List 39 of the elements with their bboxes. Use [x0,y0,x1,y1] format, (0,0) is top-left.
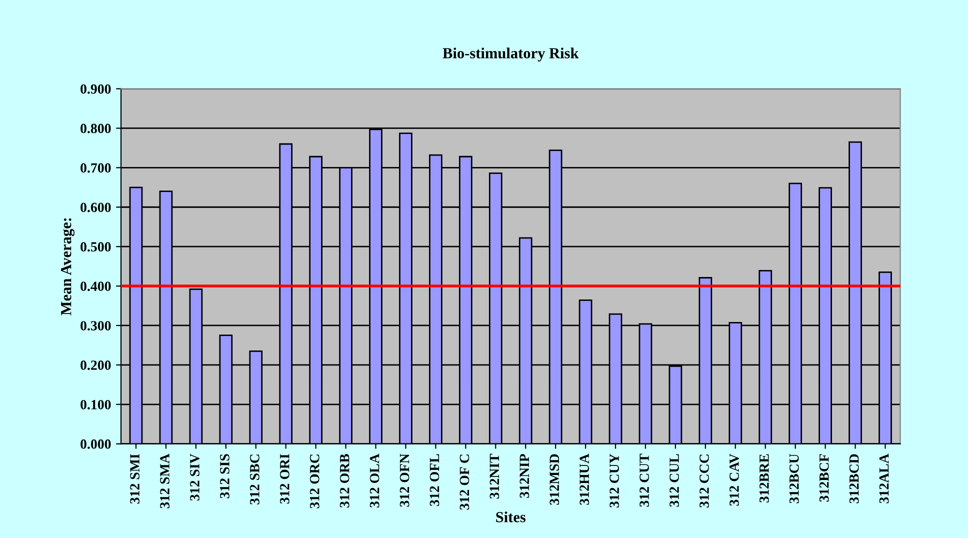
x-tick-label: 312 OFN [400,454,410,507]
x-tick-label: 312BCF [819,454,829,502]
y-tick-label: 0.500 [80,242,111,252]
x-tick-label: 312 OLA [370,454,380,508]
x-axis-title: Sites [496,512,526,522]
x-tick-label: 312 ORB [340,454,350,508]
y-tick-label: 0.400 [80,282,111,292]
x-tick-label: 312NIT [490,454,500,499]
y-tick-label: 0.900 [80,84,111,94]
x-tick-label: 312 SBC [250,454,260,504]
y-tick-label: 0.300 [80,321,111,331]
x-tick-label: 312 ORI [280,454,290,504]
x-tick-label: 312BRE [760,454,769,502]
y-tick-label: 0.700 [80,163,111,173]
y-axis-title: Mean Average: [61,218,74,316]
x-tick-label: 312 CCC [700,454,709,508]
x-tick-label: 312 SMA [160,454,170,508]
y-tick-label: 0.000 [80,439,111,449]
x-tick-label: 312HUA [580,454,590,505]
x-tick-label: 312ALA [879,454,889,504]
x-tick-label: 312 CAV [730,454,739,506]
x-tick-label: 312 CUT [640,454,649,507]
x-tick-label: 312 OF C [460,454,470,510]
x-tick-label: 312 SIS [220,454,230,498]
y-tick-label: 0.600 [80,202,111,212]
chart-title: Bio-stimulatory Risk [442,48,579,62]
y-tick-label: 0.200 [80,360,111,370]
y-tick-label: 0.800 [80,124,111,134]
x-tick-label: 312 ORC [310,454,320,508]
x-tick-label: 312MSD [550,454,560,505]
x-tick-label: 312BCD [849,454,859,504]
y-tick-label: 0.100 [80,400,111,410]
x-tick-label: 312BCU [789,454,799,504]
x-tick-label: 312 SMI [130,454,140,504]
x-tick-label: 312 SIV [190,454,200,501]
x-tick-label: 312 CUY [610,454,619,508]
x-tick-label: 312NIP [520,454,530,498]
x-tick-label: 312 CUL [670,454,679,507]
x-tick-label: 312 OFL [430,454,440,506]
